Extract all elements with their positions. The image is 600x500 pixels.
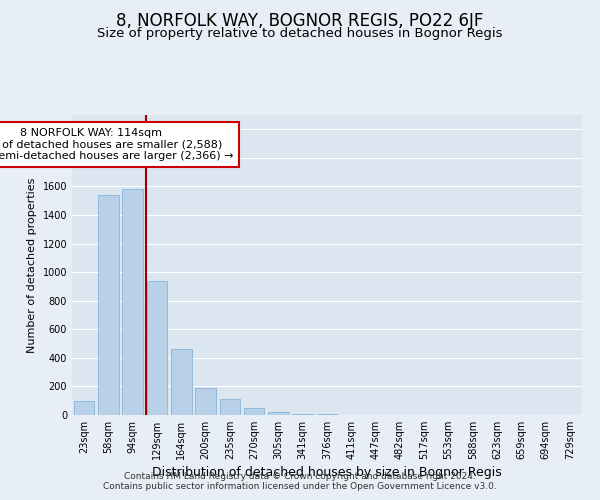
Bar <box>146 280 167 415</box>
Text: 8 NORFOLK WAY: 114sqm
← 52% of detached houses are smaller (2,588)
47% of semi-d: 8 NORFOLK WAY: 114sqm ← 52% of detached … <box>0 128 233 161</box>
Text: Contains public sector information licensed under the Open Government Licence v3: Contains public sector information licen… <box>103 482 497 491</box>
Bar <box>220 400 240 415</box>
Bar <box>122 190 143 415</box>
Bar <box>244 408 265 415</box>
Text: Size of property relative to detached houses in Bognor Regis: Size of property relative to detached ho… <box>97 28 503 40</box>
Bar <box>98 195 119 415</box>
Bar <box>317 414 337 415</box>
Bar <box>268 412 289 415</box>
Text: Contains HM Land Registry data © Crown copyright and database right 2024.: Contains HM Land Registry data © Crown c… <box>124 472 476 481</box>
Text: 8, NORFOLK WAY, BOGNOR REGIS, PO22 6JF: 8, NORFOLK WAY, BOGNOR REGIS, PO22 6JF <box>116 12 484 30</box>
X-axis label: Distribution of detached houses by size in Bognor Regis: Distribution of detached houses by size … <box>152 466 502 479</box>
Bar <box>292 414 313 415</box>
Bar <box>195 388 216 415</box>
Bar <box>171 350 191 415</box>
Bar <box>74 400 94 415</box>
Y-axis label: Number of detached properties: Number of detached properties <box>27 178 37 352</box>
